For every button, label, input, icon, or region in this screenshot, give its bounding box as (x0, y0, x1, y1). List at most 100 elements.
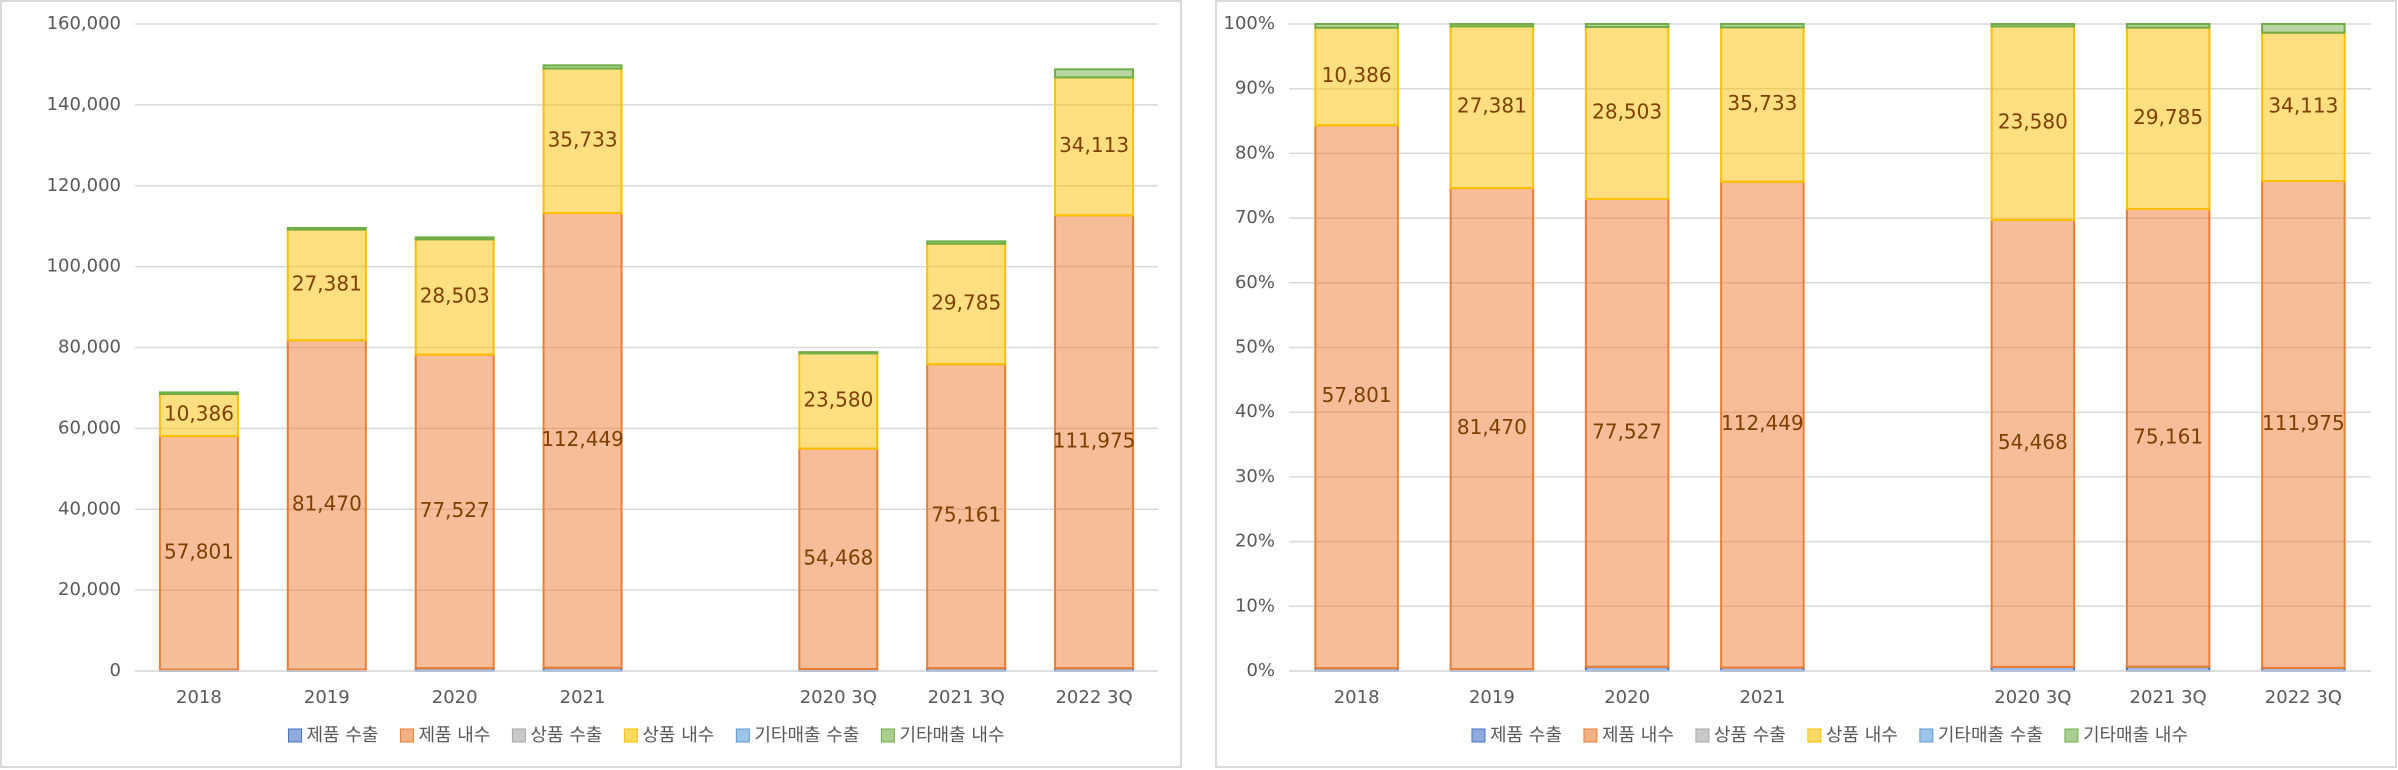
data-label: 75,161 (931, 503, 1001, 527)
legend-label: 상품 수출 (1714, 725, 1786, 746)
legend-swatch (1583, 728, 1598, 743)
bar-segment (1990, 23, 2076, 28)
y-tick-label: 50% (1235, 337, 1275, 358)
bar-segment (926, 242, 1007, 366)
legend-label: 제품 내수 (1602, 725, 1674, 746)
data-label: 27,381 (292, 271, 362, 295)
bar-segment (542, 67, 623, 215)
data-label: 10,386 (1322, 63, 1392, 87)
data-label: 29,785 (2133, 105, 2203, 129)
legend-label: 제품 수출 (1490, 725, 1562, 746)
data-label: 112,449 (1721, 411, 1804, 435)
legend-swatch (880, 728, 895, 743)
x-tick-label: 2021 (560, 687, 606, 708)
data-label: 77,527 (1592, 419, 1662, 443)
y-tick-label: 10% (1235, 595, 1275, 616)
bar-segment (158, 391, 239, 396)
y-tick-label: 0% (1246, 660, 1275, 681)
bar-segment (798, 447, 879, 670)
data-label: 27,381 (1457, 94, 1527, 118)
x-tick-label: 2018 (176, 687, 222, 708)
x-tick-label: 2021 3Q (2130, 687, 2207, 708)
x-tick-label: 2022 3Q (1055, 687, 1132, 708)
x-tick-label: 2020 3Q (1994, 687, 2071, 708)
y-tick-label: 60,000 (58, 417, 121, 438)
data-label: 57,801 (1322, 383, 1392, 407)
bar-segment (2125, 26, 2211, 211)
data-label: 35,733 (548, 127, 618, 151)
legend-label: 상품 내수 (1826, 725, 1898, 746)
legend-swatch (2064, 728, 2079, 743)
y-tick-label: 120,000 (47, 175, 121, 196)
y-tick-label: 20% (1235, 531, 1275, 552)
y-tick-label: 140,000 (47, 94, 121, 115)
data-label: 111,975 (2262, 411, 2345, 435)
data-label: 34,113 (2268, 93, 2338, 117)
bar-segment (1449, 187, 1535, 671)
bar-segment (1584, 197, 1670, 668)
legend-swatch (1807, 728, 1822, 743)
y-tick-label: 100,000 (47, 256, 121, 277)
data-label: 75,161 (2133, 424, 2203, 448)
legend-swatch (623, 728, 638, 743)
bar-segment (2261, 23, 2346, 34)
bar-segment (158, 435, 239, 671)
bar-segment (798, 352, 879, 450)
bar-segment (286, 227, 367, 231)
bar-segment (1314, 26, 1399, 127)
legend-swatch (511, 728, 526, 743)
data-label: 57,801 (164, 539, 234, 563)
bar-segment (1584, 26, 1670, 200)
y-tick-label: 0 (110, 660, 121, 681)
legend-swatch (399, 728, 414, 743)
legend: 제품 수출 제품 내수 상품 수출 상품 내수 기타매출 수출 기타매출 내수 (287, 725, 1005, 746)
data-label: 29,785 (931, 291, 1001, 315)
x-tick-label: 2020 (1604, 687, 1650, 708)
x-tick-label: 2022 3Q (2265, 687, 2342, 708)
bar-segment (414, 236, 495, 241)
legend-label: 기타매출 내수 (899, 725, 1004, 746)
data-label: 28,503 (420, 284, 490, 308)
data-label: 81,470 (292, 492, 362, 516)
x-tick-label: 2021 3Q (928, 687, 1005, 708)
x-tick-label: 2019 (1469, 687, 1515, 708)
x-tick-label: 2021 (1739, 687, 1785, 708)
legend-swatch (287, 728, 302, 743)
x-tick-label: 2018 (1334, 687, 1380, 708)
y-tick-label: 60% (1235, 272, 1275, 293)
data-label: 35,733 (1727, 91, 1797, 115)
y-tick-label: 90% (1235, 78, 1275, 99)
y-tick-label: 80,000 (58, 337, 121, 358)
data-label: 54,468 (803, 545, 873, 569)
legend-label: 기타매출 내수 (2083, 725, 2188, 746)
bar-segment (1054, 214, 1135, 670)
bar-segment (798, 351, 879, 355)
x-tick-label: 2019 (304, 687, 350, 708)
legend-swatch (1695, 728, 1710, 743)
y-tick-label: 30% (1235, 466, 1275, 487)
y-tick-label: 70% (1235, 207, 1275, 228)
legend-label: 기타매출 수출 (1938, 725, 2043, 746)
bar-segment (542, 212, 623, 669)
bar-segment (1314, 23, 1399, 29)
y-tick-label: 20,000 (58, 579, 121, 600)
y-tick-label: 80% (1235, 142, 1275, 163)
data-label: 81,470 (1457, 415, 1527, 439)
bar-segment (1054, 76, 1135, 217)
x-tick-label: 2020 (432, 687, 478, 708)
bar-segment (926, 240, 1007, 245)
bar-segment (414, 353, 495, 670)
data-label: 112,449 (541, 427, 624, 451)
data-label: 23,580 (803, 388, 873, 412)
bar-segment (926, 363, 1007, 670)
legend-swatch (1471, 728, 1486, 743)
legend-label: 기타매출 수출 (754, 725, 859, 746)
data-label: 111,975 (1053, 428, 1136, 452)
bar-segment (1449, 23, 1535, 28)
bar-segment (1720, 23, 1805, 29)
bar-segment (1449, 25, 1535, 190)
legend-label: 제품 내수 (418, 725, 490, 746)
bar-segment (2125, 208, 2211, 668)
legend-swatch (735, 728, 750, 743)
legend-swatch (1919, 728, 1934, 743)
